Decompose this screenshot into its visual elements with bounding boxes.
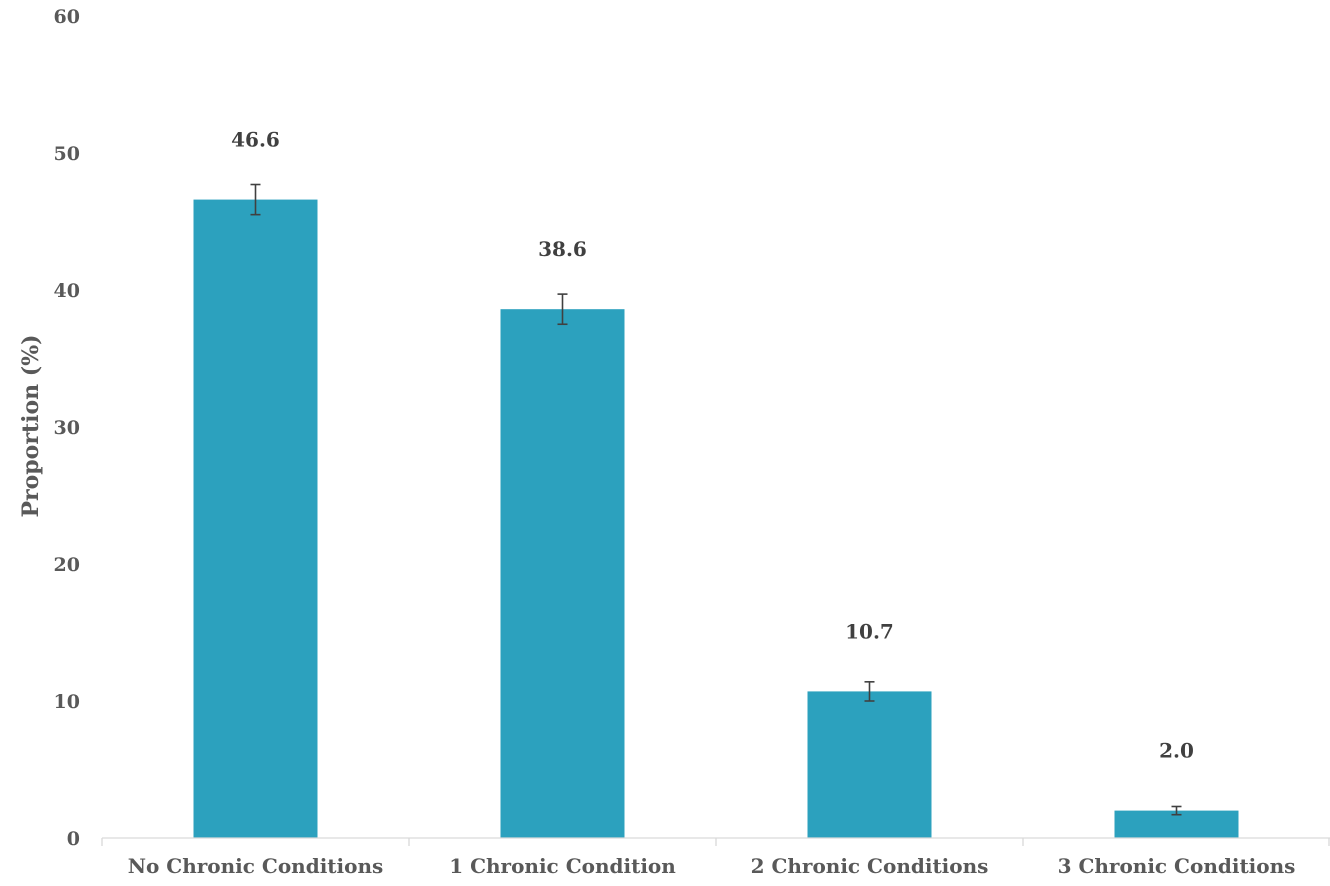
error-bar	[250, 183, 261, 216]
y-tick-label: 60	[54, 6, 80, 28]
x-category-label: 3 Chronic Conditions	[1058, 854, 1296, 878]
y-axis-ticks: 0 10 20 30 40 50 60	[54, 6, 80, 850]
y-tick-label: 10	[54, 691, 80, 713]
x-category-label: 2 Chronic Conditions	[751, 854, 989, 878]
data-label: 46.6	[231, 128, 280, 152]
y-tick-label: 30	[54, 417, 80, 439]
data-label: 10.7	[845, 619, 894, 643]
y-tick-label: 40	[54, 280, 80, 302]
error-bars	[250, 183, 1182, 816]
bar	[193, 199, 318, 838]
bars	[193, 199, 1239, 838]
data-label: 38.6	[538, 237, 587, 261]
bar	[807, 691, 932, 838]
data-label: 2.0	[1159, 739, 1194, 763]
error-bar	[864, 681, 875, 702]
y-axis-title: Proportion (%)	[18, 334, 44, 517]
x-category-label: 1 Chronic Condition	[449, 854, 676, 878]
y-tick-label: 20	[54, 554, 80, 576]
error-bar	[557, 293, 568, 326]
x-axis-category-labels: No Chronic Conditions 1 Chronic Condition…	[128, 854, 1296, 878]
bar	[500, 309, 625, 838]
data-labels: 46.6 38.6 10.7 2.0	[231, 128, 1194, 763]
y-tick-label: 50	[54, 143, 80, 165]
y-tick-label: 0	[67, 828, 80, 850]
x-axis	[101, 837, 1330, 846]
error-bar	[1171, 805, 1182, 816]
x-category-label: No Chronic Conditions	[128, 854, 384, 878]
